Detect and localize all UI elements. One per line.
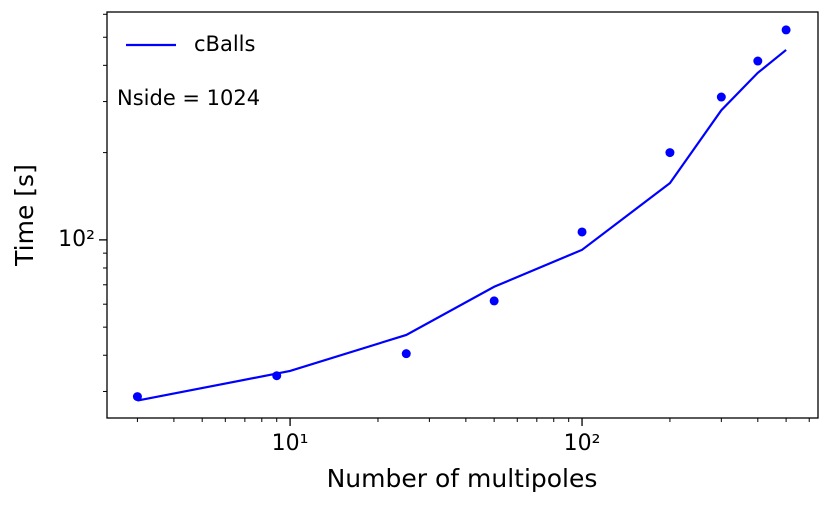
x-tick-label: 10² — [564, 431, 601, 456]
data-point — [132, 392, 142, 402]
x-axis-label: Number of multipoles — [327, 464, 598, 493]
y-axis-label: Time [s] — [10, 164, 39, 267]
data-point — [781, 25, 791, 35]
data-point — [489, 296, 499, 306]
data-point — [401, 349, 411, 359]
data-point — [716, 92, 726, 102]
plot-frame — [106, 11, 819, 419]
series-line — [137, 49, 787, 402]
x-tick-label: 10¹ — [272, 431, 309, 456]
data-point — [665, 148, 675, 158]
legend-label: cBalls — [194, 32, 255, 56]
data-point — [753, 56, 763, 66]
data-point — [577, 227, 587, 237]
annotation: Nside = 1024 — [117, 86, 260, 110]
y-tick-label: 10² — [58, 227, 95, 252]
data-point — [272, 371, 282, 381]
